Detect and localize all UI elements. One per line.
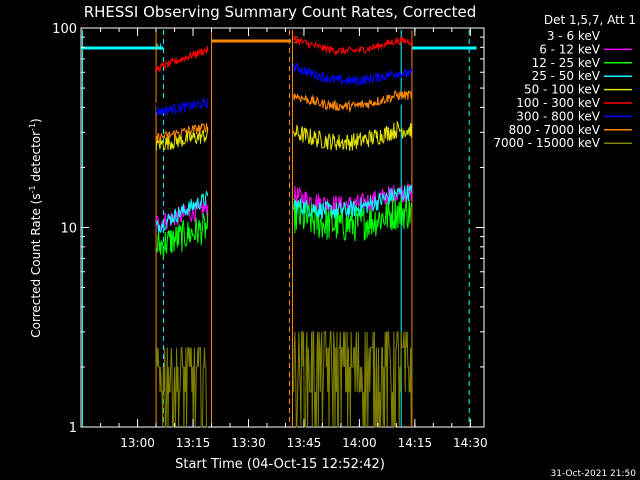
y-tick-label-2: 100 xyxy=(52,22,77,37)
x-tick-label-3: 13:45 xyxy=(287,436,322,450)
plot-frame xyxy=(80,27,485,428)
y-axis-label-prefix: Corrected Count Rate (s xyxy=(29,193,43,337)
y-axis-label: Corrected Count Rate (s-1 detector-1) xyxy=(28,118,43,337)
legend-label-7: 800 - 7000 keV xyxy=(509,123,601,137)
series-line-8-seg-1 xyxy=(293,331,413,428)
legend-label-4: 50 - 100 keV xyxy=(524,83,601,97)
legend-label-3: 25 - 50 keV xyxy=(532,69,601,83)
series-line-2-seg-0 xyxy=(156,211,209,260)
y-tick-label-0: 1 xyxy=(69,421,77,436)
legend-title: Det 1,5,7, Att 1 xyxy=(544,13,636,27)
legend-label-8: 7000 - 15000 keV xyxy=(493,136,600,150)
y-axis-label-sup2: -1 xyxy=(28,123,37,131)
orbit-interval-layer: NS xyxy=(81,36,477,53)
series-line-6-seg-0 xyxy=(155,97,209,116)
x-tick-label-0: 13:00 xyxy=(120,436,155,450)
interval-marker-night-0: N xyxy=(155,43,162,53)
chart-title: RHESSI Observing Summary Count Rates, Co… xyxy=(84,3,477,21)
legend-label-5: 100 - 300 keV xyxy=(516,96,600,110)
series-line-4-seg-1 xyxy=(293,120,413,151)
legend-label-2: 12 - 25 keV xyxy=(532,56,601,70)
series-layer xyxy=(155,35,413,428)
series-line-5-seg-0 xyxy=(155,45,209,73)
x-tick-label-1: 13:15 xyxy=(176,436,211,450)
y-axis-label-mid: detector xyxy=(29,131,43,186)
series-line-4-seg-0 xyxy=(155,127,209,151)
series-line-8-seg-0 xyxy=(155,347,208,428)
y-axis-label-suffix: ) xyxy=(29,118,43,123)
series-line-2-seg-1 xyxy=(293,197,413,242)
series-line-7-seg-0 xyxy=(155,123,209,144)
series-line-5-seg-1 xyxy=(293,35,413,56)
x-tick-label-4: 14:00 xyxy=(342,436,377,450)
y-axis-label-sup1: -1 xyxy=(28,185,37,193)
series-line-6-seg-1 xyxy=(293,62,413,87)
series-line-0-seg-1 xyxy=(293,91,412,120)
x-tick-label-5: 14:15 xyxy=(398,436,433,450)
legend-label-0: 3 - 6 keV xyxy=(547,29,601,43)
plot-timestamp: 31-Oct-2021 21:50 xyxy=(551,469,637,479)
y-tick-label-1: 10 xyxy=(60,222,77,237)
series-line-1-seg-0 xyxy=(155,200,209,232)
series-line-7-seg-1 xyxy=(293,89,413,113)
series-line-3-seg-1 xyxy=(293,184,413,220)
axis-layer: 13:00 13:15 13:30 13:45 14:00 14:15 14:30 1 10 10… xyxy=(52,22,487,450)
legend-label-6: 300 - 800 keV xyxy=(516,109,600,123)
series-line-3-seg-0 xyxy=(155,190,209,234)
x-axis-label: Start Time (04-Oct-15 12:52:42) xyxy=(175,457,385,472)
x-tick-label-6: 14:30 xyxy=(453,436,488,450)
legend-label-1: 6 - 12 keV xyxy=(539,42,601,56)
x-tick-label-2: 13:30 xyxy=(231,436,266,450)
